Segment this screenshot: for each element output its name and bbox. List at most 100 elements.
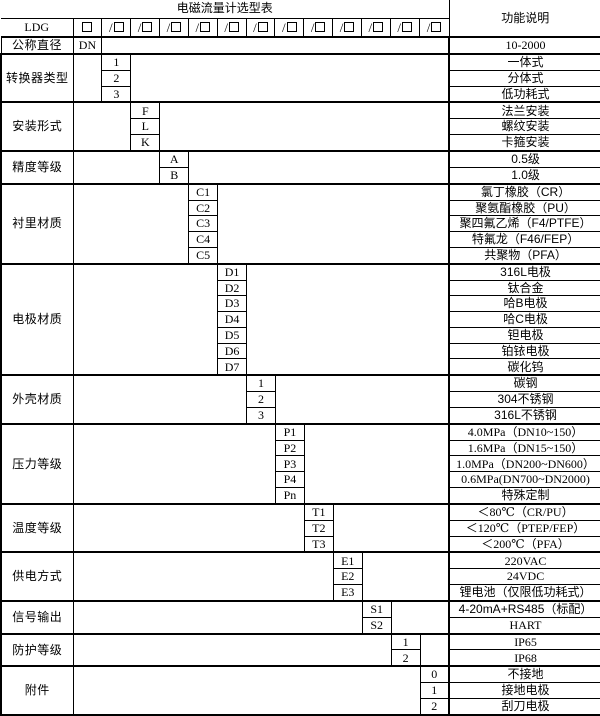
- code-cell-4-0[interactable]: C1: [188, 182, 219, 201]
- description-cell-4-2: 聚四氟乙烯（F4/PTFE）: [448, 215, 600, 233]
- empty-box-icon[interactable]: [344, 22, 355, 33]
- table-row: S2 HART: [1, 616, 600, 635]
- spacer-left-11: [72, 632, 392, 668]
- table-row: C4 特氟龙（F46/FEP）: [1, 231, 600, 248]
- code-cell-5-0[interactable]: D1: [217, 262, 248, 281]
- code-cell-2-1[interactable]: L: [130, 118, 161, 136]
- param-name-12: 附件: [0, 665, 74, 716]
- code-cell-9-1[interactable]: E2: [332, 568, 363, 586]
- description-cell-7-4: 特殊定制: [448, 487, 600, 505]
- table-row: 附件 0 不接地: [0, 665, 600, 716]
- code-box-10[interactable]: /: [362, 19, 391, 36]
- code-box-4[interactable]: /: [189, 19, 218, 36]
- table-row: E3 锂电池（仅限低功耗式）: [1, 584, 600, 602]
- empty-box-icon[interactable]: [82, 22, 93, 33]
- code-cell-5-6[interactable]: D7: [217, 358, 248, 377]
- code-cell-3-0[interactable]: A: [159, 149, 190, 168]
- empty-box-icon[interactable]: [373, 22, 384, 33]
- code-cell-5-4[interactable]: D5: [217, 326, 248, 344]
- code-cell-10-0[interactable]: S1: [361, 599, 392, 618]
- code-cell-8-2[interactable]: T3: [303, 535, 334, 554]
- code-cell-1-1[interactable]: 2: [101, 69, 132, 87]
- description-cell-5-3: 哈C电极: [448, 311, 600, 328]
- code-box-7[interactable]: /: [275, 19, 305, 36]
- code-box-3[interactable]: /: [160, 19, 189, 36]
- table-row: 安装形式 F 法兰安装: [0, 101, 600, 152]
- code-cell-10-1[interactable]: S2: [361, 616, 392, 635]
- description-cell-9-2: 锂电池（仅限低功耗式）: [448, 584, 600, 602]
- empty-box-icon[interactable]: [257, 22, 268, 33]
- description-cell-6-2: 316L不锈钢: [448, 406, 600, 425]
- code-cell-8-1[interactable]: T2: [303, 519, 334, 537]
- code-cell-12-1[interactable]: 1: [419, 682, 450, 699]
- code-cell-4-1[interactable]: C2: [188, 199, 219, 217]
- code-box-6[interactable]: /: [247, 19, 276, 36]
- code-cell-6-2[interactable]: 3: [246, 406, 276, 425]
- code-box-12[interactable]: /: [420, 19, 448, 36]
- code-cell-9-2[interactable]: E3: [332, 584, 363, 602]
- code-box-1[interactable]: /: [102, 19, 132, 36]
- code-cell-1-2[interactable]: 3: [101, 85, 132, 104]
- code-cell-5-1[interactable]: D2: [217, 279, 248, 297]
- code-cell-7-4[interactable]: Pn: [274, 487, 305, 505]
- table-row: C5 共聚物（PFA）: [1, 246, 600, 265]
- page-title: 电磁流量计选型表: [1, 0, 450, 19]
- table-row: 防护等级 1 IP65: [0, 632, 600, 668]
- description-cell-8-0: ＜80℃（CR/PU）: [448, 502, 600, 521]
- code-cell-4-3[interactable]: C4: [188, 231, 219, 248]
- slash-separator: /: [195, 19, 200, 35]
- code-cell-7-1[interactable]: P2: [274, 439, 305, 457]
- code-cell-5-3[interactable]: D4: [217, 311, 248, 328]
- code-box-0[interactable]: [74, 19, 103, 36]
- code-cell-2-0[interactable]: F: [130, 101, 161, 120]
- code-cell-0-0[interactable]: DN: [72, 36, 103, 55]
- description-cell-5-6: 碳化钨: [448, 358, 600, 377]
- code-box-9[interactable]: /: [333, 19, 362, 36]
- code-box-8[interactable]: /: [304, 19, 334, 36]
- code-cell-9-0[interactable]: E1: [332, 551, 363, 570]
- spacer-left-10: [72, 599, 363, 635]
- code-cell-2-2[interactable]: K: [130, 134, 161, 152]
- code-cell-12-0[interactable]: 0: [419, 665, 450, 684]
- empty-box-icon[interactable]: [228, 22, 239, 33]
- code-cell-8-0[interactable]: T1: [303, 502, 334, 521]
- empty-box-icon[interactable]: [315, 22, 326, 33]
- description-cell-9-0: 220VAC: [448, 551, 600, 570]
- empty-box-icon[interactable]: [431, 22, 442, 33]
- empty-box-icon[interactable]: [113, 22, 124, 33]
- code-box-5[interactable]: /: [218, 19, 247, 36]
- code-cell-5-5[interactable]: D6: [217, 342, 248, 360]
- empty-box-icon[interactable]: [142, 22, 153, 33]
- code-cell-6-1[interactable]: 2: [246, 391, 276, 408]
- code-cell-12-2[interactable]: 2: [419, 697, 450, 716]
- table-row: 精度等级 A 0.5级: [0, 149, 600, 185]
- slash-separator: /: [282, 19, 286, 35]
- code-box-11[interactable]: /: [391, 19, 420, 36]
- spacer-right-6: [274, 374, 450, 425]
- code-cell-11-1[interactable]: 2: [390, 649, 421, 668]
- spacer-right-11: [419, 632, 450, 668]
- code-box-2[interactable]: /: [131, 19, 161, 36]
- description-cell-12-0: 不接地: [448, 665, 600, 684]
- code-cell-4-2[interactable]: C3: [188, 215, 219, 233]
- table-row: 信号输出 S1 4-20mA+RS485（标配）: [0, 599, 600, 635]
- code-cell-5-2[interactable]: D3: [217, 295, 248, 313]
- table-row: 转换器类型 1 一体式: [0, 52, 600, 104]
- table-row: L 螺纹安装: [1, 118, 600, 136]
- table-row: 衬里材质 C1 氯丁橡胶（CR）: [0, 182, 600, 265]
- empty-box-icon[interactable]: [402, 22, 413, 33]
- code-cell-7-0[interactable]: P1: [274, 422, 305, 441]
- code-cell-4-4[interactable]: C5: [188, 246, 219, 265]
- empty-box-icon[interactable]: [171, 22, 182, 33]
- empty-box-icon[interactable]: [200, 22, 211, 33]
- table-row: P2 1.6MPa（DN15~150）: [1, 439, 600, 457]
- code-cell-11-0[interactable]: 1: [390, 632, 421, 651]
- code-cell-3-1[interactable]: B: [159, 166, 190, 185]
- code-cell-1-0[interactable]: 1: [101, 52, 132, 71]
- slash-separator: /: [224, 19, 228, 35]
- slash-separator: /: [108, 19, 113, 35]
- code-cell-6-0[interactable]: 1: [246, 374, 276, 393]
- code-cell-7-2[interactable]: P3: [274, 455, 305, 473]
- empty-box-icon[interactable]: [286, 22, 297, 33]
- code-cell-7-3[interactable]: P4: [274, 471, 305, 489]
